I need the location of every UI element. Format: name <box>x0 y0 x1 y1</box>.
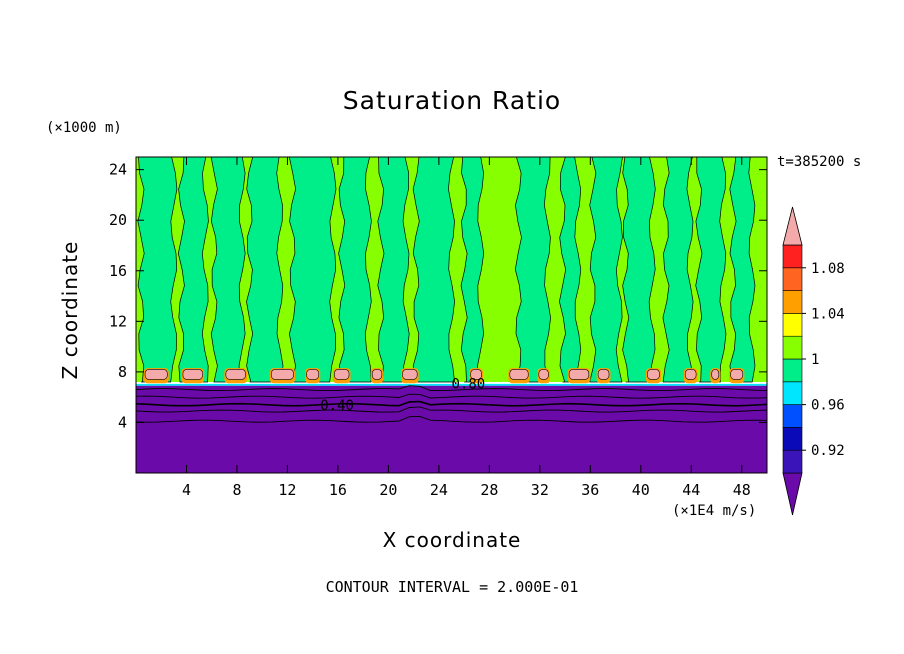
contour-field: 0.40 0.80 <box>135 156 768 473</box>
contour-label: 0.40 <box>320 398 354 414</box>
contour-line <box>135 406 768 413</box>
cloud-base-blob <box>144 369 168 380</box>
cloud-base-blob <box>306 369 320 380</box>
colorbar-tick-label: 1.08 <box>811 261 845 277</box>
chart-title: Saturation Ratio <box>342 86 562 115</box>
x-tick-label: 36 <box>581 481 599 499</box>
subsaturated-plume <box>514 156 551 383</box>
colorbar: 1.08 1.04 1 0.96 0.92 <box>782 206 845 516</box>
cloud-base-blob <box>225 369 246 380</box>
cloud-base-blob <box>597 369 610 380</box>
cloud-base-blob <box>711 369 720 380</box>
contour-interval-note: CONTOUR INTERVAL = 2.000E-01 <box>325 578 579 596</box>
subsaturated-plume <box>622 156 656 383</box>
x-tick-label: 24 <box>430 481 448 499</box>
x-tick-label: 12 <box>278 481 296 499</box>
transition-band <box>136 383 767 386</box>
x-tick-label: 4 <box>182 481 191 499</box>
colorbar-segment <box>782 267 803 291</box>
cloud-base-blob <box>509 369 529 380</box>
cloud-base-blob <box>402 369 418 380</box>
colorbar-tick-label: 0.92 <box>811 443 845 459</box>
y-tick-label: 20 <box>109 211 127 229</box>
contour-line <box>135 400 768 407</box>
contour-label: 0.80 <box>452 376 486 392</box>
colorbar-tick-label: 1 <box>811 352 819 368</box>
x-tick-label: 32 <box>531 481 549 499</box>
colorbar-segment <box>782 290 803 314</box>
colorbar-over-arrow <box>782 206 803 246</box>
x-tick-label: 16 <box>329 481 347 499</box>
subsaturated-plume <box>412 156 455 383</box>
colorbar-segment <box>782 449 803 474</box>
colorbar-segment <box>782 313 803 337</box>
subsaturated-plume <box>288 156 337 383</box>
colorbar-segment <box>782 358 803 383</box>
x-tick-label: 20 <box>379 481 397 499</box>
lower-layer-region <box>136 385 767 473</box>
y-axis-label: Z coordinate <box>58 240 82 380</box>
y-tick-label: 8 <box>118 363 127 381</box>
cloud-base-blob <box>371 369 383 380</box>
x-tick-label: 48 <box>733 481 751 499</box>
cloud-base-blob <box>684 369 697 380</box>
y-tick-label: 16 <box>109 262 127 280</box>
cloud-base-blob <box>470 369 482 380</box>
x-axis-unit: (×1E4 m/s) <box>672 503 757 519</box>
x-tick-label: 8 <box>232 481 241 499</box>
x-axis-label: X coordinate <box>382 528 522 552</box>
cloud-base-blob <box>568 369 590 380</box>
y-tick-label: 24 <box>109 161 127 179</box>
contour-line <box>135 393 768 399</box>
x-tick-label: 28 <box>480 481 498 499</box>
colorbar-segment <box>782 335 803 360</box>
colorbar-under-arrow <box>782 472 803 516</box>
cloud-base-blob <box>538 369 549 380</box>
cloud-base-blob <box>270 369 294 380</box>
colorbar-tick-label: 0.96 <box>811 398 845 414</box>
cloud-base-blob <box>182 369 203 380</box>
cloud-base-blob <box>730 369 744 380</box>
time-label: t=385200 s <box>777 154 862 170</box>
colorbar-tick-label: 1.04 <box>811 306 845 322</box>
subsaturated-plume <box>137 156 178 383</box>
y-tick-label: 4 <box>118 413 127 431</box>
y-axis-unit: (×1000 m) <box>46 120 122 136</box>
cloud-base-blob <box>334 369 350 380</box>
colorbar-segment <box>782 244 803 269</box>
cloud-base-blob <box>647 369 660 380</box>
contour-line <box>135 385 768 392</box>
y-tick-label: 12 <box>109 312 127 330</box>
contour-line <box>135 415 768 423</box>
colorbar-segment <box>782 381 803 405</box>
plot-frame <box>135 156 768 474</box>
colorbar-segment <box>782 427 803 451</box>
x-tick-label: 40 <box>632 481 650 499</box>
x-tick-label: 44 <box>682 481 700 499</box>
colorbar-segment <box>782 404 803 428</box>
